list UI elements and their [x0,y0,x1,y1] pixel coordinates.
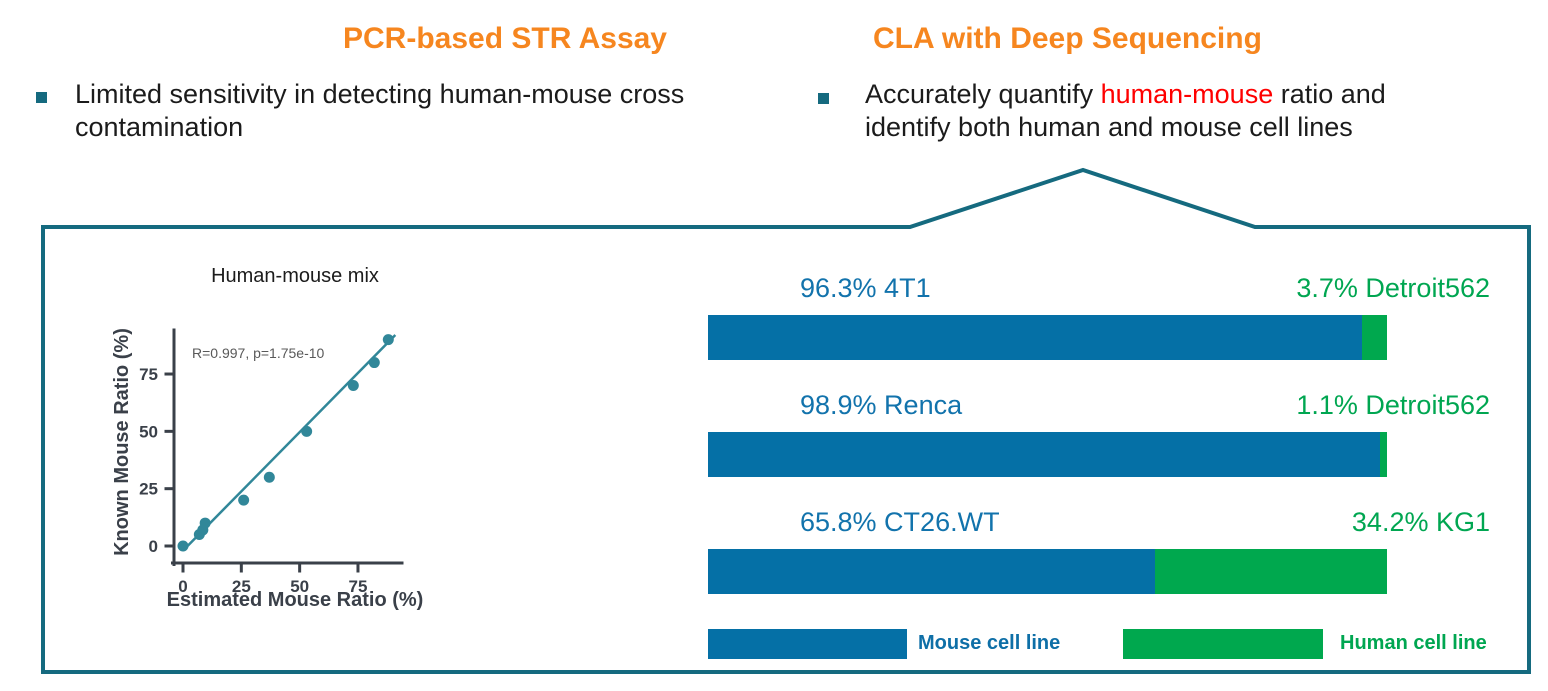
data-point [177,540,189,552]
data-point [301,425,313,437]
right-section-title: CLA with Deep Sequencing [873,22,1262,55]
human-bar-segment [1154,549,1387,594]
data-point [382,334,394,346]
tick-labels: 0 25 50 75 0 25 50 75 [139,365,367,596]
human-legend-swatch [1123,629,1323,659]
stacked-bars-chart: 96.3% 4T1 3.7% Detroit562 98.9% Renca 1.1% … [708,273,1490,624]
right-bullet-text: Accurately quantify human-mouse ratio an… [865,78,1386,144]
y-tick-label: 25 [139,480,158,499]
trend-line [182,334,397,552]
human-bar-segment [1361,315,1387,360]
right-bullet-line-2: identify both human and mouse cell lines [865,112,1353,142]
stacked-bar [708,432,1387,477]
stacked-bar [708,549,1387,594]
scatter-x-axis-label: Estimated Mouse Ratio (%) [166,589,424,611]
chart-legend: Mouse cell line Human cell line [708,629,1490,661]
scatter-title: Human-mouse mix [211,265,379,287]
data-point [238,494,250,506]
y-tick-label: 0 [149,537,158,556]
mouse-bar-segment [708,315,1362,360]
x-tick-label: 0 [178,577,187,596]
human-legend-label: Human cell line [1340,632,1487,654]
mouse-bar-segment [708,549,1155,594]
scatter-plot-area: 0 25 50 75 0 25 50 75 [139,328,404,596]
left-bullet-line-1: Limited sensitivity in detecting human-m… [75,79,685,109]
data-point [199,517,211,529]
mouse-bar-segment [708,432,1380,477]
bar-label-row: 65.8% CT26.WT 34.2% KG1 [708,507,1490,549]
mouse-legend-label: Mouse cell line [918,632,1061,654]
left-section-title: PCR-based STR Assay [343,22,667,55]
human-percentage-label: 1.1% Detroit562 [1296,390,1490,420]
mouse-percentage-label: 65.8% CT26.WT [800,507,1000,537]
mouse-legend-swatch [708,629,907,659]
mouse-percentage-label: 98.9% Renca [800,390,963,420]
x-tick-label: 75 [349,577,368,596]
stacked-bar-row: 96.3% 4T1 3.7% Detroit562 [708,273,1490,360]
left-bullet-text: Limited sensitivity in detecting human-m… [75,78,684,144]
human-percentage-label: 34.2% KG1 [1351,507,1490,537]
stacked-bar-row: 65.8% CT26.WT 34.2% KG1 [708,507,1490,594]
x-tick-label: 25 [232,577,251,596]
bullet-square-icon [36,92,47,103]
y-tick-label: 50 [139,422,158,441]
data-point [368,357,380,369]
bar-label-row: 98.9% Renca 1.1% Detroit562 [708,390,1490,432]
axes [164,328,404,573]
stacked-bar [708,315,1387,360]
mouse-percentage-label: 96.3% 4T1 [800,273,931,303]
data-points [177,334,394,552]
human-bar-segment [1379,432,1387,477]
x-tick-label: 50 [290,577,309,596]
human-percentage-label: 3.7% Detroit562 [1296,273,1490,303]
stacked-bar-row: 98.9% Renca 1.1% Detroit562 [708,390,1490,477]
bar-label-row: 96.3% 4T1 3.7% Detroit562 [708,273,1490,315]
right-bullet-line-1: Accurately quantify human-mouse ratio an… [865,79,1386,109]
data-point [347,379,359,391]
data-point [263,471,275,483]
highlighted-text: human-mouse [1100,79,1274,109]
bullet-square-icon [818,93,829,104]
left-bullet-line-2: contamination [75,112,244,142]
scatter-annotation: R=0.997, p=1.75e-10 [192,345,325,361]
y-tick-label: 75 [139,365,158,384]
